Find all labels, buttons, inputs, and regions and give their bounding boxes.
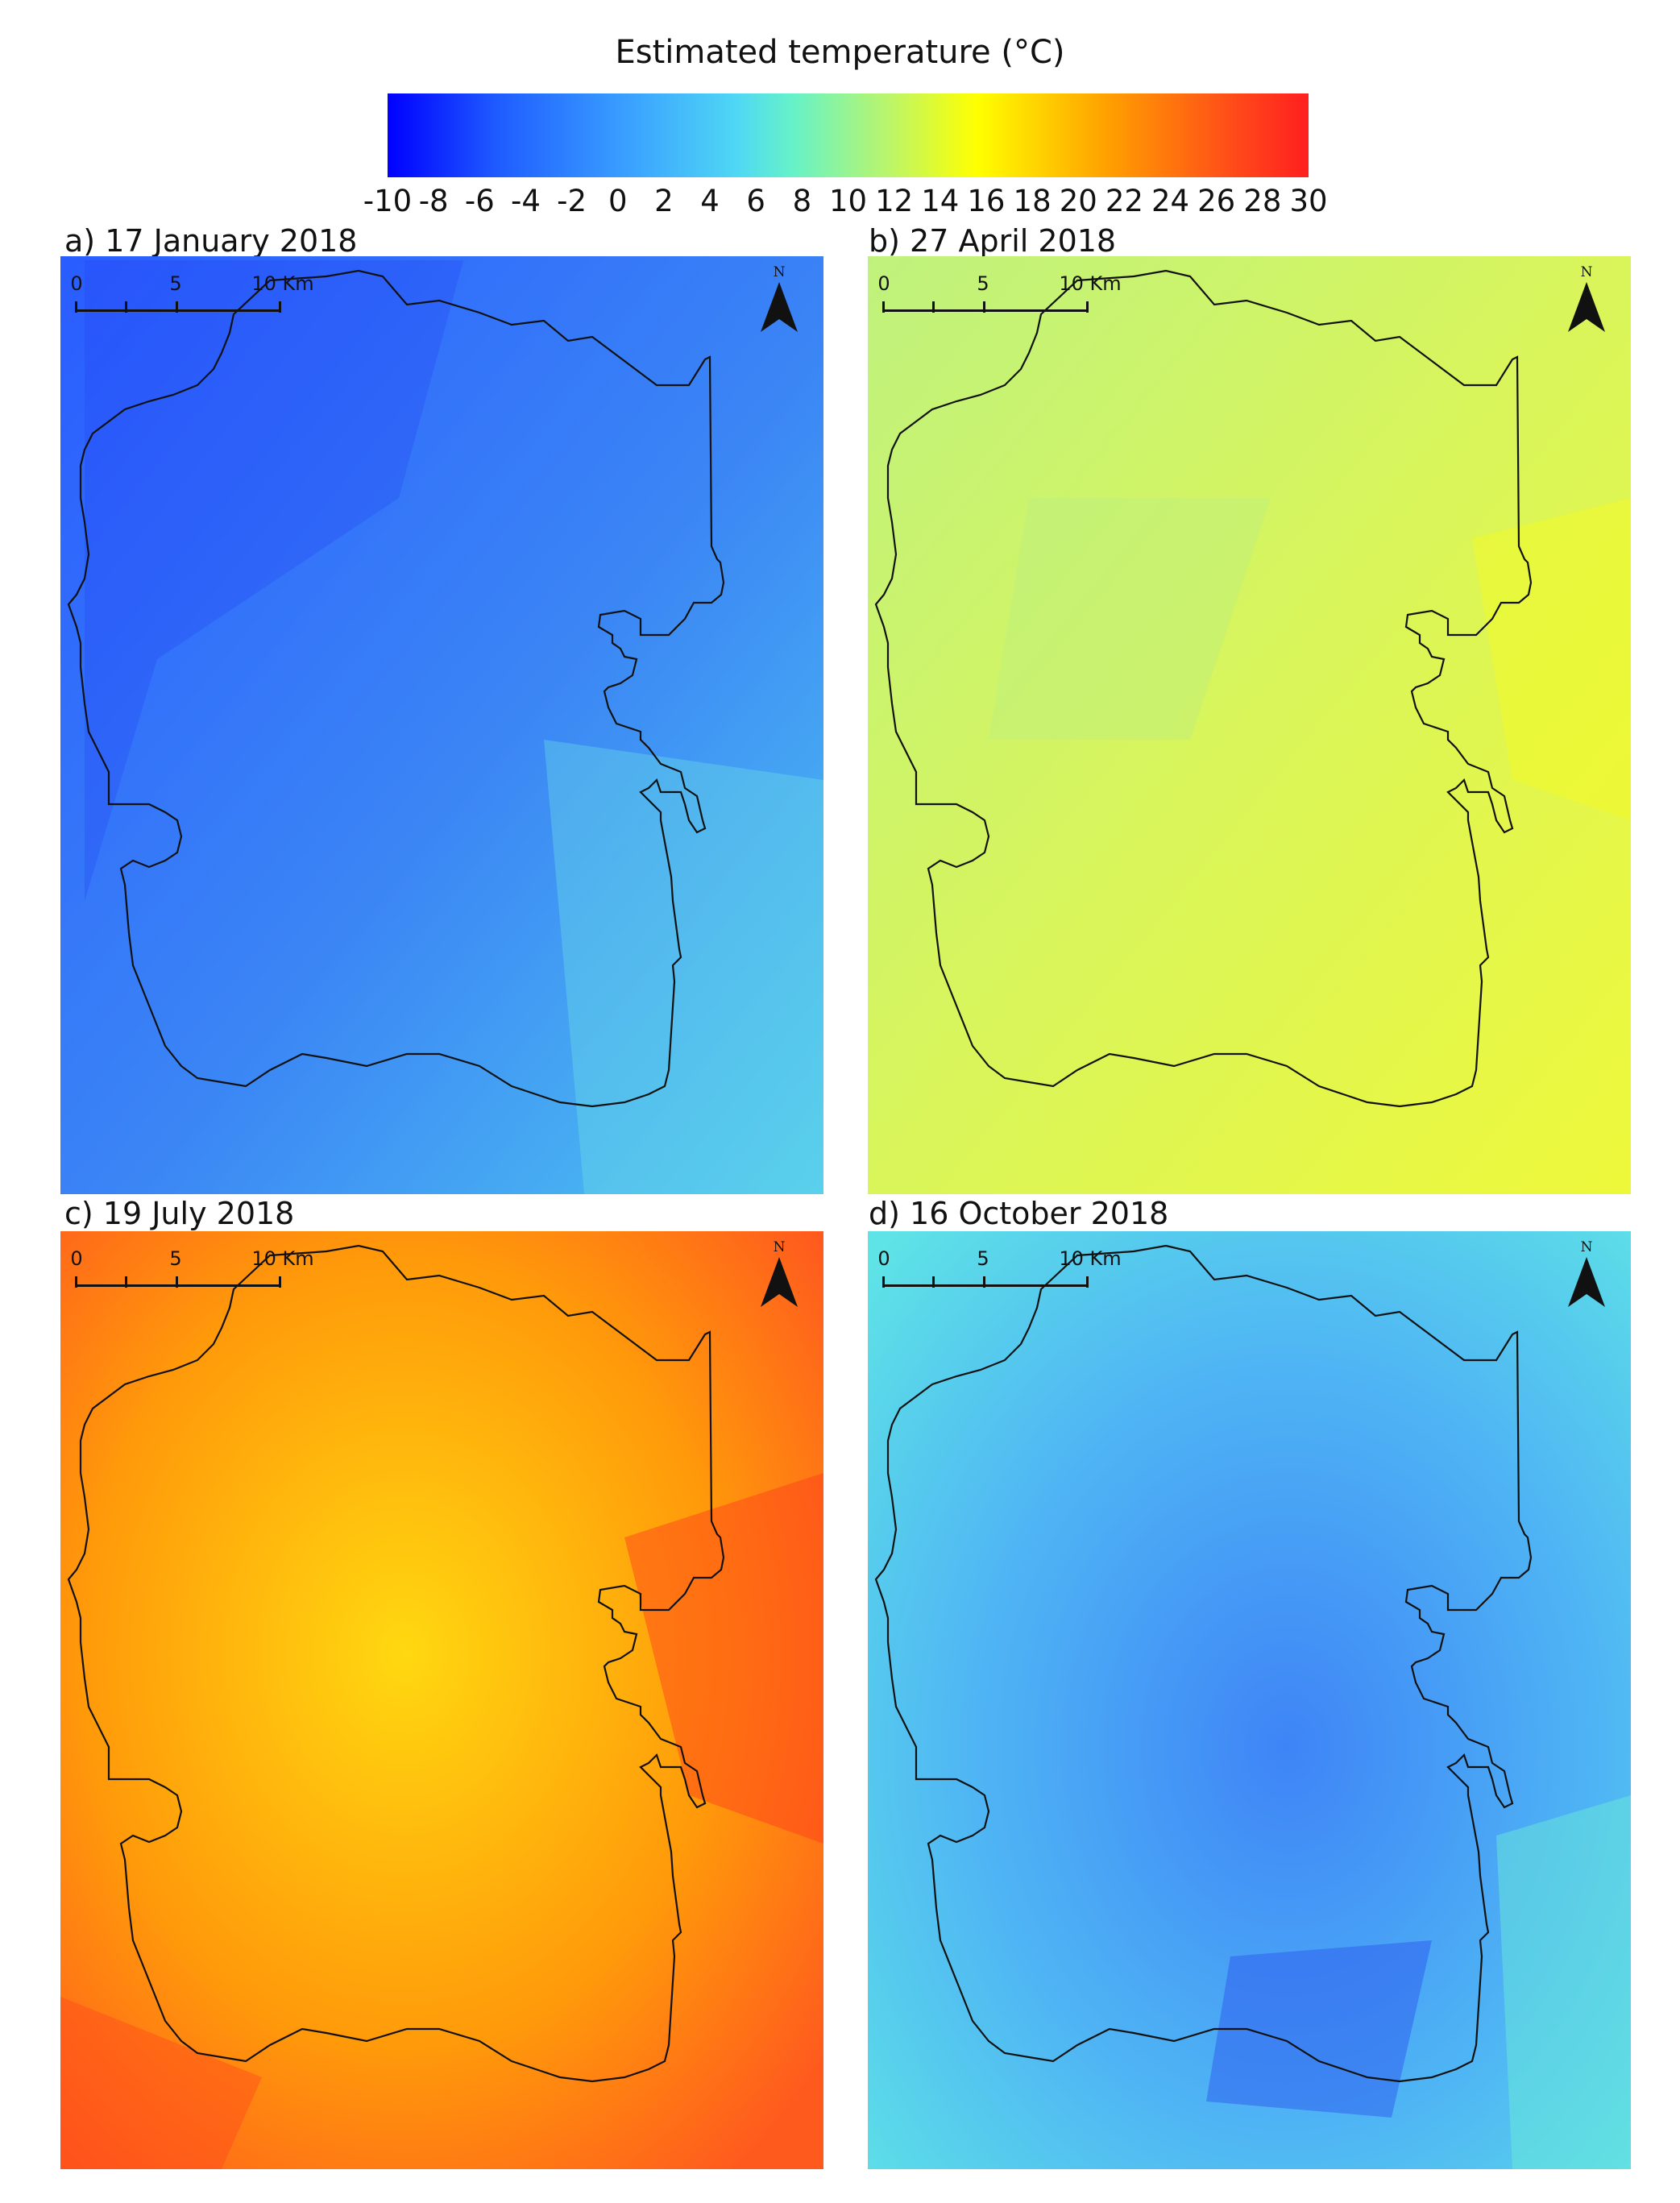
scale-tick bbox=[176, 301, 178, 313]
map-panel-a: 0 5 10 Km N bbox=[60, 256, 823, 1194]
region-boundary bbox=[67, 1244, 725, 2083]
scale-bar: 0 5 10 Km bbox=[877, 272, 1122, 329]
scale-tick bbox=[932, 301, 935, 313]
north-label: N bbox=[1580, 1239, 1593, 1255]
colorbar-tick: 26 bbox=[1197, 184, 1236, 218]
scale-label-5: 5 bbox=[977, 272, 989, 295]
scale-tick bbox=[1086, 1276, 1089, 1288]
region-boundary bbox=[874, 269, 1533, 1108]
north-arrow-icon bbox=[761, 1257, 798, 1307]
scale-label-10: 10 Km bbox=[251, 1247, 314, 1270]
scale-tick bbox=[983, 301, 985, 313]
colorbar-tick: 28 bbox=[1243, 184, 1282, 218]
scale-tick bbox=[279, 301, 281, 313]
colorbar-tick: -10 bbox=[363, 184, 413, 218]
panel-b-label: b) 27 April 2018 bbox=[869, 223, 1117, 259]
scale-label-0: 0 bbox=[877, 1247, 890, 1270]
scale-bar: 0 5 10 Km bbox=[877, 1247, 1122, 1304]
north-arrow: N bbox=[759, 264, 799, 337]
colorbar-tick: -6 bbox=[464, 184, 495, 218]
colorbar-title: Estimated temperature (°C) bbox=[615, 34, 1065, 71]
scale-label-10: 10 Km bbox=[1059, 1247, 1122, 1270]
scale-tick bbox=[1086, 301, 1089, 313]
colorbar-tick: 10 bbox=[828, 184, 868, 218]
region-boundary bbox=[874, 1244, 1533, 2083]
colorbar-tick: 8 bbox=[792, 184, 812, 218]
scale-bar: 0 5 10 Km bbox=[70, 272, 314, 329]
north-arrow-icon bbox=[761, 282, 798, 332]
colorbar-ticks: -10 -8 -6 -4 -2 0 2 4 6 8 10 12 14 16 18… bbox=[363, 184, 1328, 224]
colorbar-tick: -8 bbox=[418, 184, 449, 218]
north-arrow: N bbox=[1566, 1239, 1607, 1312]
panel-a-label: a) 17 January 2018 bbox=[64, 223, 358, 259]
scale-label-5: 5 bbox=[977, 1247, 989, 1270]
colorbar-tick: 14 bbox=[921, 184, 960, 218]
colorbar-tick: 20 bbox=[1059, 184, 1097, 218]
scale-tick bbox=[125, 301, 127, 313]
colorbar-tick: 30 bbox=[1289, 184, 1328, 218]
scale-tick bbox=[279, 1276, 281, 1288]
scale-bar: 0 5 10 Km bbox=[70, 1247, 314, 1304]
north-label: N bbox=[773, 264, 786, 280]
colorbar-tick: 16 bbox=[967, 184, 1006, 218]
colorbar-tick: 18 bbox=[1013, 184, 1052, 218]
colorbar-tick: 2 bbox=[654, 184, 674, 218]
scale-label-10: 10 Km bbox=[251, 272, 314, 295]
colorbar-tick: -2 bbox=[557, 184, 587, 218]
north-arrow-icon bbox=[1568, 282, 1605, 332]
north-label: N bbox=[1580, 264, 1593, 280]
colorbar-tick: 4 bbox=[700, 184, 720, 218]
colorbar-tick: 12 bbox=[875, 184, 914, 218]
temperature-raster bbox=[60, 1231, 823, 2169]
scale-tick bbox=[125, 1276, 127, 1288]
temperature-raster bbox=[60, 256, 823, 1194]
region-boundary bbox=[67, 269, 725, 1108]
scale-label-0: 0 bbox=[70, 1247, 83, 1270]
scale-label-0: 0 bbox=[877, 272, 890, 295]
scale-tick bbox=[176, 1276, 178, 1288]
scale-label-10: 10 Km bbox=[1059, 272, 1122, 295]
colorbar-tick: 6 bbox=[746, 184, 765, 218]
temperature-raster bbox=[868, 1231, 1631, 2169]
scale-tick bbox=[882, 301, 885, 313]
scale-label-5: 5 bbox=[169, 1247, 182, 1270]
colorbar-tick: 22 bbox=[1105, 184, 1143, 218]
colorbar-tick: -4 bbox=[510, 184, 541, 218]
north-label: N bbox=[773, 1239, 786, 1255]
north-arrow: N bbox=[1566, 264, 1607, 337]
temperature-colorbar bbox=[388, 93, 1309, 177]
panel-d-label: d) 16 October 2018 bbox=[869, 1196, 1169, 1231]
scale-tick bbox=[983, 1276, 985, 1288]
colorbar-tick: 0 bbox=[608, 184, 628, 218]
north-arrow-icon bbox=[1568, 1257, 1605, 1307]
map-panel-c: 0 5 10 Km N bbox=[60, 1231, 823, 2169]
panel-c-label: c) 19 July 2018 bbox=[64, 1196, 295, 1231]
scale-label-0: 0 bbox=[70, 272, 83, 295]
scale-label-5: 5 bbox=[169, 272, 182, 295]
colorbar-tick: 24 bbox=[1151, 184, 1190, 218]
scale-tick bbox=[932, 1276, 935, 1288]
scale-tick bbox=[75, 301, 77, 313]
scale-tick bbox=[75, 1276, 77, 1288]
map-panel-d: 0 5 10 Km N bbox=[868, 1231, 1631, 2169]
scale-tick bbox=[882, 1276, 885, 1288]
map-panel-b: 0 5 10 Km N bbox=[868, 256, 1631, 1194]
north-arrow: N bbox=[759, 1239, 799, 1312]
temperature-raster bbox=[868, 256, 1631, 1194]
